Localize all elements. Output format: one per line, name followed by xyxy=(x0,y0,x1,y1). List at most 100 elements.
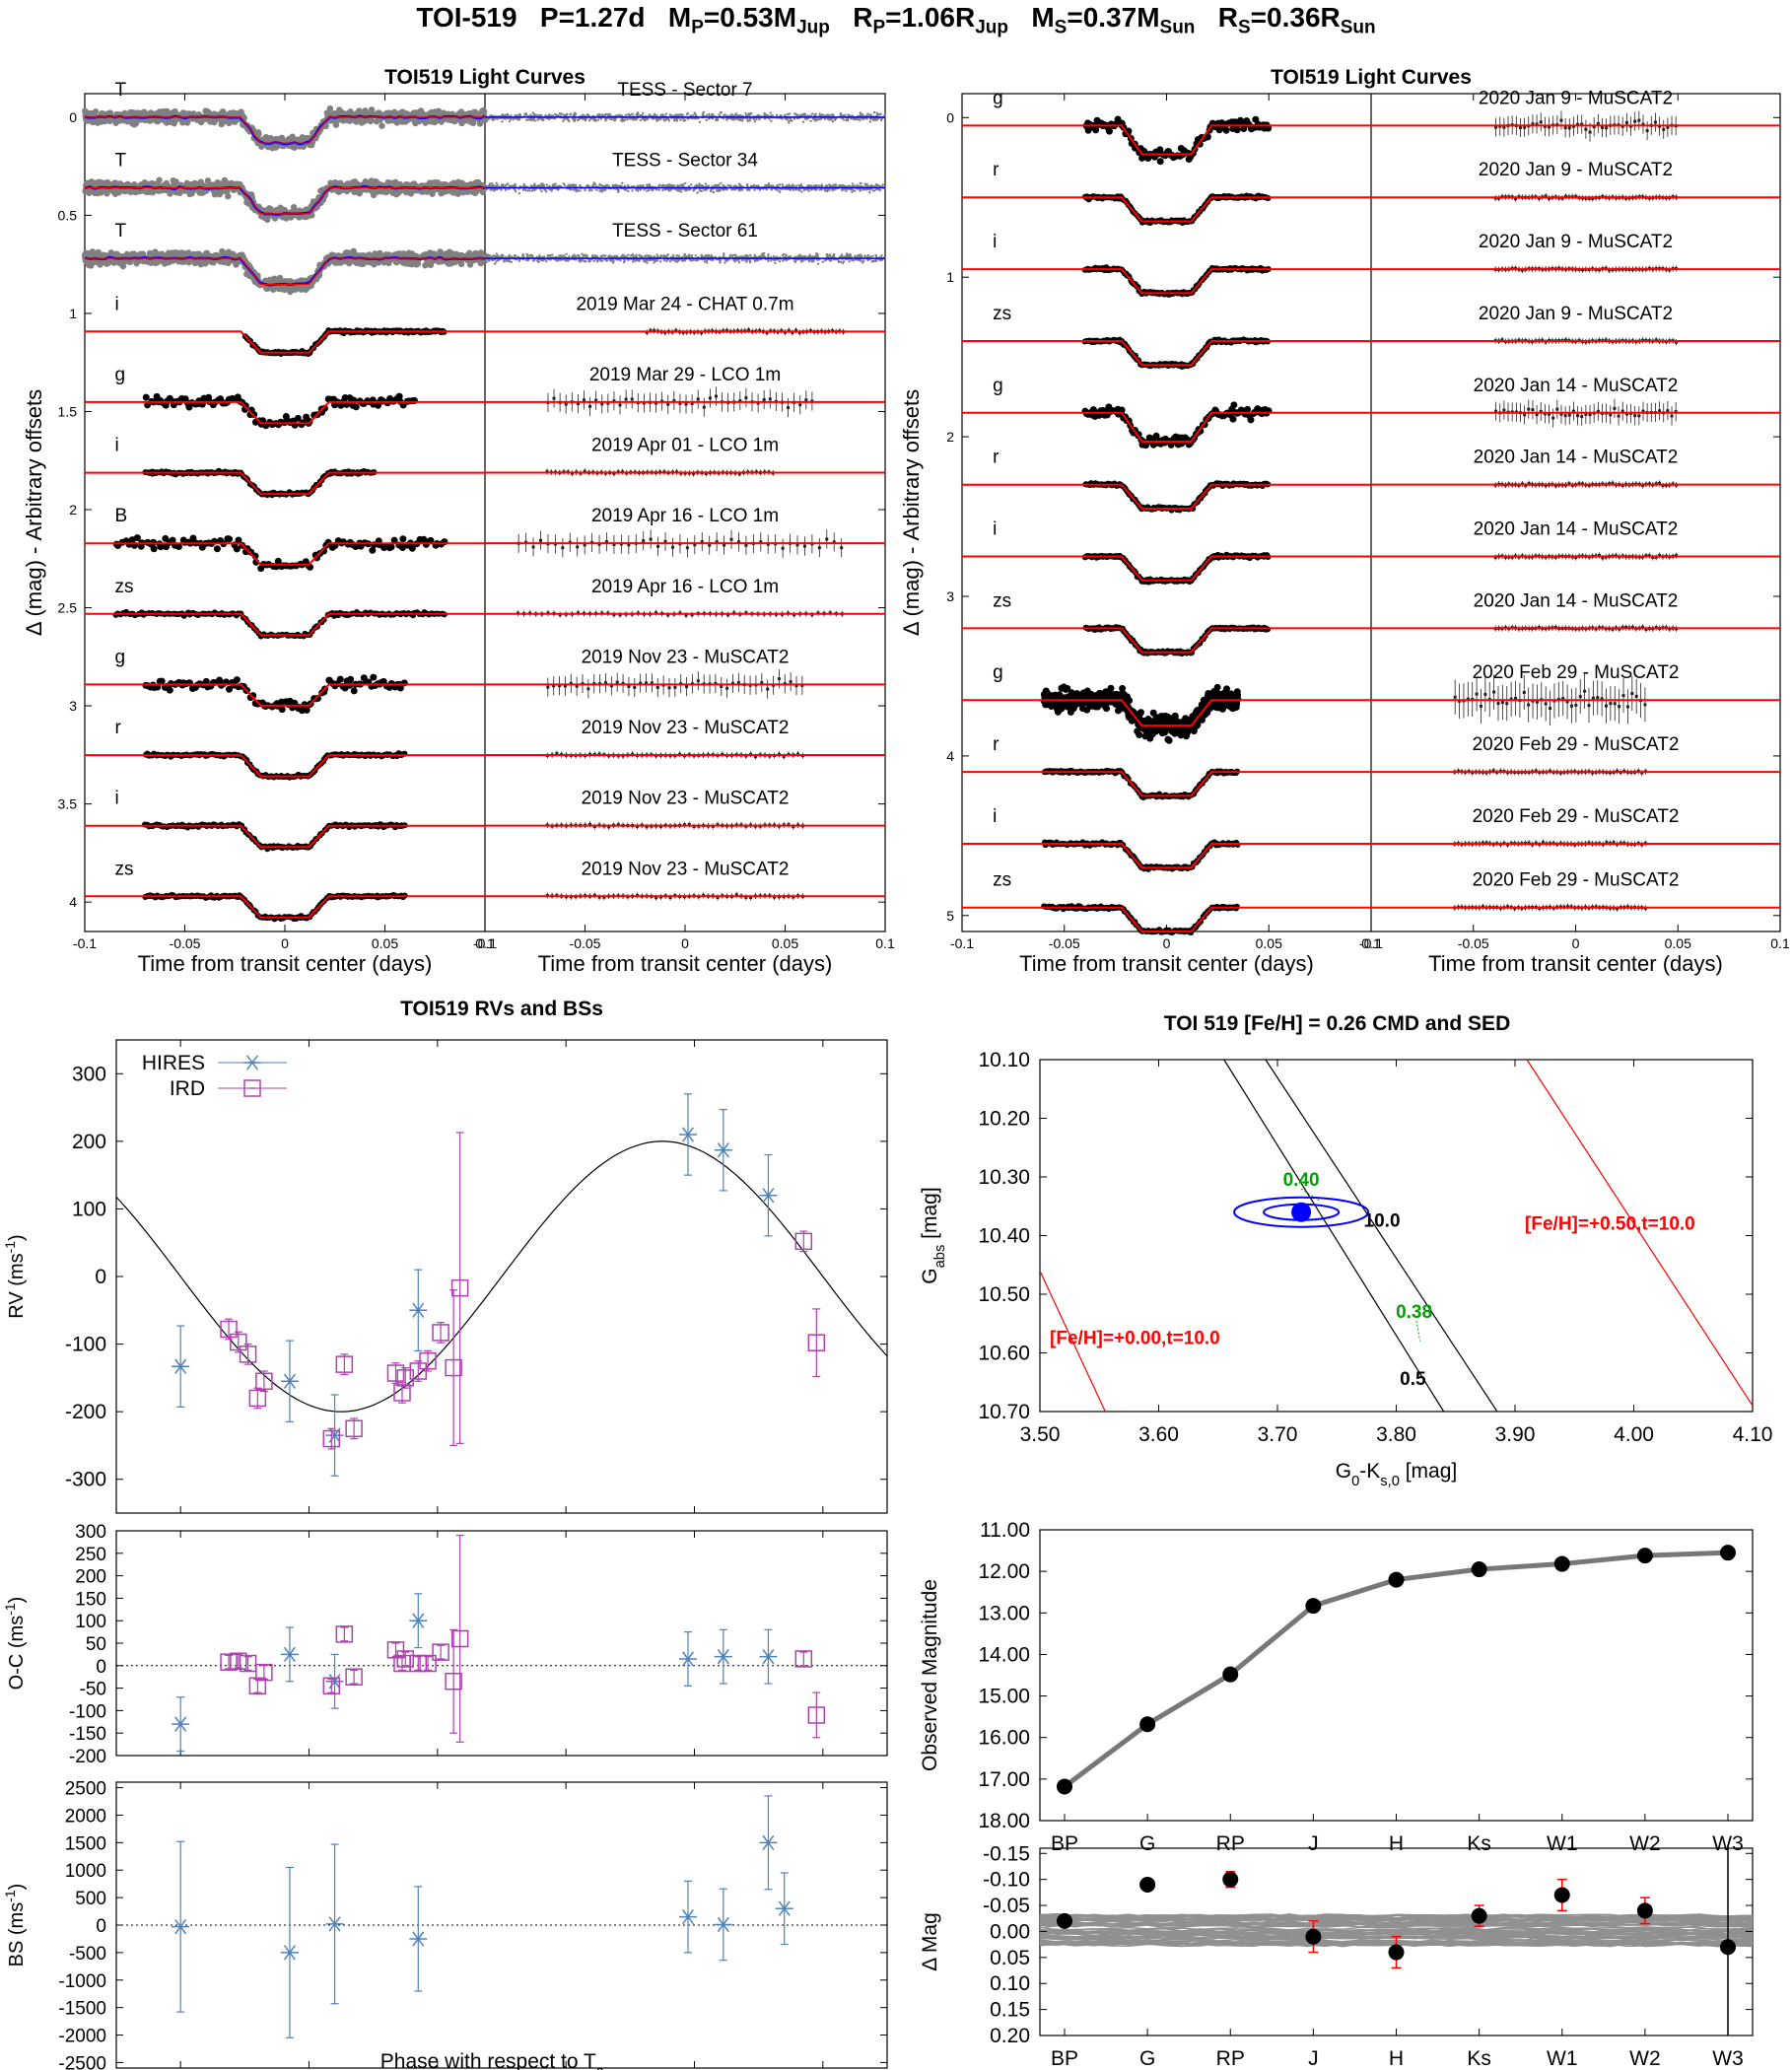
residual-point xyxy=(778,190,781,193)
raw-point xyxy=(372,177,379,185)
residual-point xyxy=(719,188,722,192)
x-axis-label-left: Time from transit center (days) xyxy=(138,951,433,976)
x-tick-label: -0.05 xyxy=(570,935,601,951)
residual-point xyxy=(531,111,535,114)
residual-point xyxy=(793,117,796,120)
residual-point xyxy=(569,112,573,115)
title-ms: MS=0.37MSun xyxy=(1031,2,1196,38)
residual-point xyxy=(572,113,576,117)
residual-point xyxy=(750,111,753,115)
residual-point xyxy=(840,183,843,187)
residual-point xyxy=(509,184,512,187)
residual-point xyxy=(553,183,556,186)
residual-point xyxy=(859,111,862,114)
residual-point xyxy=(684,181,687,185)
panel-title: TOI519 Light Curves xyxy=(384,66,586,89)
residual-point xyxy=(574,255,578,258)
residual-point xyxy=(526,189,529,192)
residual-point xyxy=(661,113,664,116)
residual-point xyxy=(763,111,766,115)
residual-point xyxy=(636,184,640,187)
residual-point xyxy=(573,183,576,187)
residual-point xyxy=(802,114,806,117)
residual-point xyxy=(683,118,687,122)
x-tick-label: 0 xyxy=(681,935,689,951)
residual-point xyxy=(664,112,668,115)
raw-point xyxy=(386,117,393,124)
raw-point xyxy=(95,189,102,197)
residual-point xyxy=(582,113,586,116)
residual-point xyxy=(627,189,630,193)
residual-point xyxy=(514,190,517,193)
residual-point xyxy=(562,182,566,185)
residual-point xyxy=(770,119,773,123)
residual-point xyxy=(621,119,625,123)
residual-point xyxy=(643,119,647,122)
residual-point xyxy=(847,118,850,122)
residual-point xyxy=(774,261,777,265)
raw-point xyxy=(181,110,189,117)
raw-point xyxy=(152,248,159,255)
x-tick-label: -0.1 xyxy=(73,935,97,951)
raw-point xyxy=(227,109,234,117)
raw-point xyxy=(134,109,141,116)
raw-point xyxy=(300,134,307,142)
residual-point xyxy=(846,252,849,255)
raw-point xyxy=(119,262,127,270)
residual-point xyxy=(642,111,645,115)
residual-point xyxy=(872,118,875,122)
residual-point xyxy=(668,188,672,192)
residual-point xyxy=(705,118,708,122)
residual-point xyxy=(778,259,782,263)
residual-point xyxy=(807,189,810,192)
residual-point xyxy=(536,118,539,122)
residual-point xyxy=(828,183,831,186)
residual-point xyxy=(487,259,491,262)
residual-point xyxy=(548,113,551,117)
residual-point xyxy=(619,113,622,117)
residual-point xyxy=(605,112,609,116)
residual-point xyxy=(604,119,607,122)
residual-point xyxy=(747,112,751,115)
residual-point xyxy=(659,117,662,120)
residual-point xyxy=(540,189,543,193)
raw-point xyxy=(376,109,382,116)
residual-point xyxy=(595,188,598,191)
residual-point xyxy=(725,118,728,121)
raw-point xyxy=(432,108,439,115)
y-axis-label: Δ (mag) - Arbitrary offsets xyxy=(22,389,46,636)
residual-point xyxy=(646,189,649,193)
residual-point xyxy=(657,184,660,187)
raw-point xyxy=(110,259,118,266)
raw-point xyxy=(106,109,114,116)
residual-point xyxy=(639,118,643,122)
residual-point xyxy=(524,112,528,115)
residual-point xyxy=(852,188,855,191)
residual-point xyxy=(809,184,813,187)
residual-point xyxy=(675,253,678,257)
residual-point xyxy=(560,112,563,115)
raw-point xyxy=(225,192,232,200)
raw-point xyxy=(326,104,334,112)
residual-point xyxy=(517,113,520,116)
residual-point xyxy=(599,188,602,191)
residual-point xyxy=(698,120,702,123)
residual-point xyxy=(730,117,733,121)
raw-point xyxy=(218,117,226,124)
residual-point xyxy=(679,190,683,193)
residual-point xyxy=(868,120,872,123)
residual-point xyxy=(579,189,582,192)
residual-point xyxy=(800,190,803,193)
residual-point xyxy=(869,184,872,188)
residual-point xyxy=(874,253,877,257)
residual-point xyxy=(613,117,616,120)
residual-point xyxy=(617,189,621,192)
raw-point xyxy=(97,261,103,268)
y-tick-label: 0.5 xyxy=(58,207,78,223)
residual-point xyxy=(700,189,703,193)
y-tick-label: 2.5 xyxy=(58,600,78,616)
residual-point xyxy=(679,118,682,121)
residual-point xyxy=(540,113,543,117)
raw-point xyxy=(88,262,95,269)
